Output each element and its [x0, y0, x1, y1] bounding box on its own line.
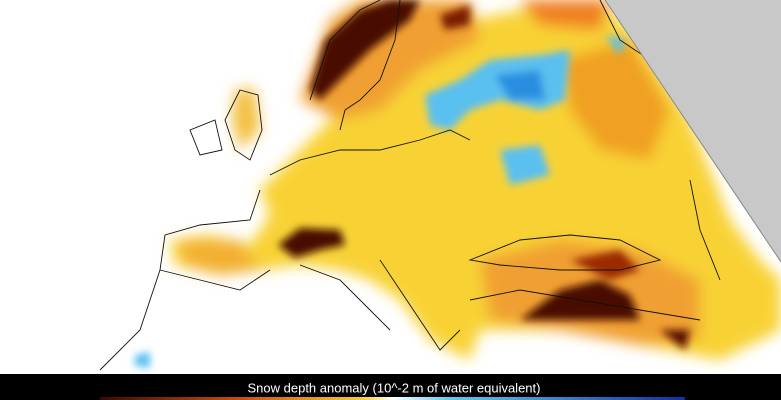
coastline [189, 119, 223, 156]
colorbar-panel [0, 374, 781, 400]
dark-brown-patch [278, 228, 345, 258]
blue-patch [135, 352, 150, 368]
orange-region [520, 0, 610, 30]
coastline [224, 89, 263, 161]
orange-region [180, 240, 260, 275]
coastline [99, 189, 271, 371]
coastline [269, 129, 471, 176]
coastline [299, 259, 461, 351]
dark-brown-patch [660, 330, 690, 350]
blue-patch [500, 145, 550, 185]
domain-edge [604, 0, 781, 263]
orange-region [560, 40, 670, 160]
dark-brown-patch [440, 5, 470, 30]
dark-brown-patch [570, 250, 640, 280]
positive-anomaly [135, 35, 625, 368]
blue-patch [495, 70, 545, 100]
yellow-region [232, 88, 260, 150]
colorbar-label: Snow depth anomaly (10^-2 m of water equ… [248, 380, 541, 395]
coastline [309, 0, 401, 131]
blue-patch [425, 50, 570, 130]
coastline [468, 234, 662, 271]
colorbar [100, 397, 685, 400]
dark-brown-patch [310, 0, 420, 100]
coastline [469, 289, 701, 321]
